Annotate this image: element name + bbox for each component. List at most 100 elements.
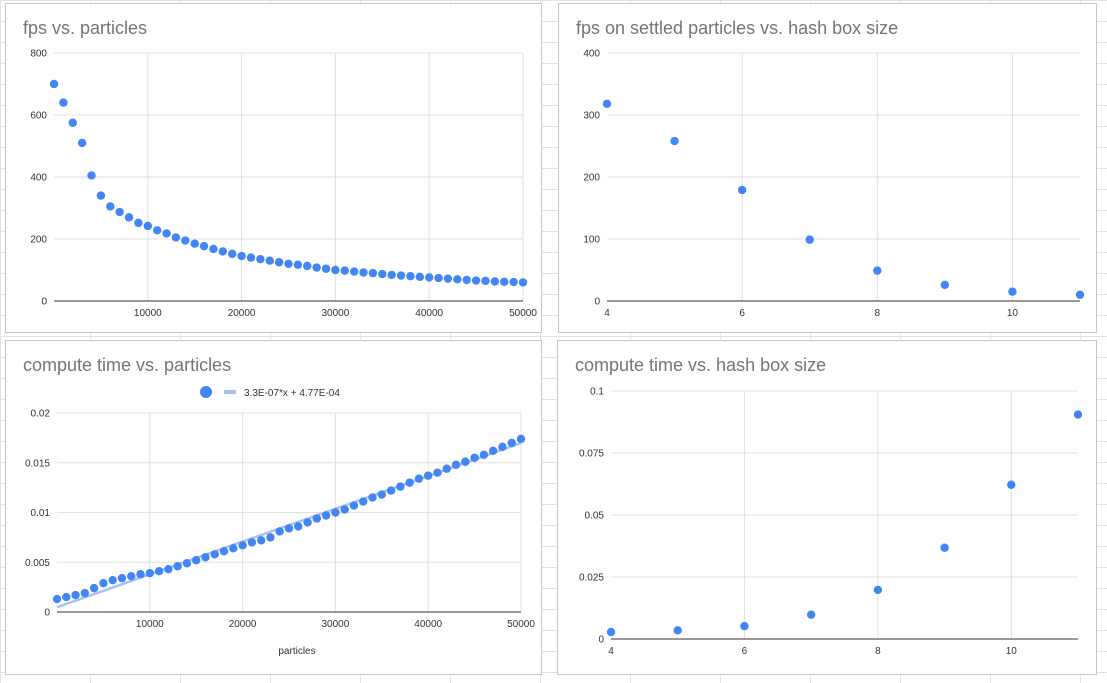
data-point [209,244,218,254]
data-point [873,585,883,595]
data-point [274,258,284,267]
y-tick-label: 200 [583,173,600,184]
data-point [498,442,507,452]
data-point [415,272,425,282]
data-point [106,202,115,211]
data-point [940,280,950,290]
data-point [387,270,396,280]
data-point [266,533,275,542]
data-point [488,446,498,456]
data-point [359,497,368,506]
y-tick-label: 0.01 [31,508,51,519]
data-point [1007,480,1016,489]
data-point [218,247,228,256]
data-point [190,239,199,248]
data-point [1073,410,1083,419]
x-tick-label: 20000 [228,308,256,319]
y-tick-label: 0.015 [25,458,50,469]
x-tick-label: 10 [1006,646,1018,657]
y-tick-label: 0.025 [579,573,604,584]
data-point [461,457,470,466]
data-point [154,567,164,576]
y-tick-label: 0 [594,297,600,308]
data-point [294,522,303,531]
data-point [602,99,612,109]
data-point [386,486,396,495]
data-point [152,226,162,235]
data-point [424,471,433,480]
data-point [368,493,377,502]
data-point [378,269,387,279]
data-point [192,556,201,565]
data-point [284,259,293,268]
data-point [470,453,479,462]
compute-time-vs-hash-box-size-plot: 0 0.025 0.05 0.075 0.1 4 6 8 10 [579,387,1083,657]
y-tick-label: 0.005 [25,558,50,569]
data-point [368,268,378,278]
y-tick-label: 0 [41,297,47,308]
data-point [68,118,77,127]
data-point [806,610,816,619]
data-point [87,171,96,180]
data-point [518,278,528,287]
data-point [99,578,108,588]
data-point [145,568,154,578]
chart-panel-fps-vs-particles[interactable]: fps vs. particles 0 200 400 600 800 10000 2000… [5,3,542,333]
data-point [940,543,949,552]
y-tick-label: 300 [583,111,600,122]
data-point [433,468,442,477]
data-point [377,490,386,499]
data-point [451,460,461,469]
data-point [673,626,682,635]
data-point [349,267,359,276]
data-point [228,249,237,259]
data-point [312,514,322,523]
data-point [238,541,247,550]
fps-vs-hash-box-size-plot: 0 100 200 300 400 4 6 8 10 [583,49,1085,319]
data-point [312,263,321,272]
fps-vs-particles-plot: 0 200 400 600 800 10000 20000 30000 40000 50000 [30,49,537,320]
data-point [873,266,882,275]
data-point [237,251,246,261]
data-point [406,272,415,281]
data-point [134,218,143,228]
data-point [143,221,152,231]
chart-title: fps vs. particles [23,18,148,38]
data-point [443,274,453,283]
data-point [256,536,266,545]
data-point [89,583,99,593]
data-point [246,253,256,262]
data-point [1008,287,1017,296]
data-point [71,590,80,600]
x-tick-label: 50000 [509,308,537,319]
data-point [434,273,443,283]
data-point [359,268,368,277]
y-tick-label: 200 [30,235,47,246]
chart-panel-compute-time-vs-particles[interactable]: compute time vs. particles 0 0.005 0.01 0.0… [5,340,542,675]
chart-title: compute time vs. particles [23,355,232,375]
data-point [509,277,518,287]
x-tick-label: 8 [875,308,881,319]
data-point [340,505,349,514]
data-point [481,276,490,286]
chart-panel-fps-vs-hash-box-size[interactable]: fps on settled particles vs. hash box si… [558,3,1097,333]
data-point [256,254,265,264]
data-point [516,434,526,444]
y-tick-label: 600 [30,111,47,122]
y-tick-label: 0.05 [585,511,605,522]
y-tick-label: 0.02 [31,409,51,420]
data-point [293,260,303,269]
data-point [453,275,462,284]
data-point [181,236,190,245]
data-point [62,592,71,602]
data-point [740,621,749,631]
x-tick-label: 10000 [136,619,164,630]
chart-panel-compute-time-vs-hash-box-size[interactable]: compute time vs. hash box size 0 0.025 0.0… [557,340,1097,675]
x-tick-label: 50000 [507,619,535,630]
x-tick-label: 4 [604,308,610,319]
legend-marker-series [200,386,212,398]
data-point [490,277,500,286]
data-point [265,256,274,265]
y-tick-label: 0.075 [579,449,604,460]
data-point [182,559,192,568]
